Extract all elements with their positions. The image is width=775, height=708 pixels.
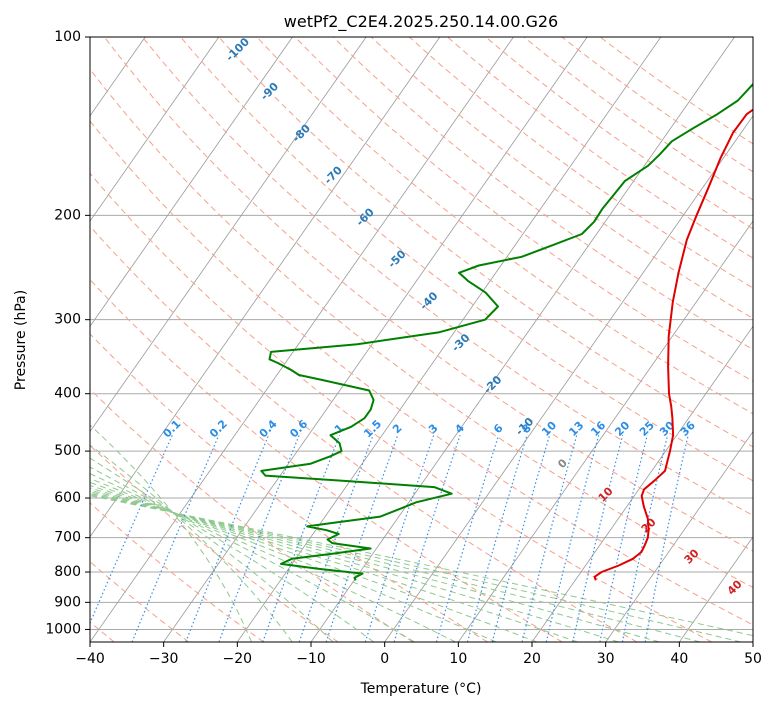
dry-adiabat-line	[561, 37, 753, 173]
isotherm-line	[90, 37, 367, 433]
x-tick-label: −40	[75, 651, 105, 667]
isotherm-line	[310, 37, 735, 642]
mixing-ratio-line	[185, 434, 270, 642]
x-tick-label: 10	[449, 651, 467, 667]
mixing-ratio-line	[644, 435, 689, 642]
mixing-ratio-line	[298, 434, 374, 642]
isotherm-line	[531, 325, 753, 642]
x-tick-label: −20	[223, 651, 253, 667]
isotherm-line	[90, 37, 514, 642]
moist-adiabat-line	[90, 424, 252, 642]
x-tick-label: 0	[380, 651, 389, 667]
dry-adiabat-line	[142, 37, 753, 517]
dry-adiabat-line	[599, 37, 753, 145]
mixing-ratio-line	[599, 435, 648, 642]
y-tick-label: 600	[54, 490, 81, 506]
dry-adiabat-line	[90, 225, 638, 642]
dry-adiabat-line	[90, 68, 753, 589]
dry-adiabat-line	[90, 502, 264, 642]
mixing-ratio-line	[364, 435, 435, 642]
x-tick-label: −10	[296, 651, 326, 667]
y-tick-label: 1000	[45, 621, 81, 637]
y-tick-label: 400	[54, 386, 81, 402]
y-tick-label: 800	[54, 564, 81, 580]
x-tick-label: 30	[597, 651, 615, 667]
dry-adiabat-line	[294, 37, 753, 382]
y-axis-title: Pressure (hPa)	[13, 290, 29, 390]
chart-title: wetPf2_C2E4.2025.250.14.00.G26	[284, 12, 558, 32]
mixing-ratio-line	[131, 434, 220, 642]
mixing-ratio-line	[90, 434, 173, 625]
mixing-ratio-line	[621, 435, 669, 642]
dry-adiabat-line	[90, 333, 488, 642]
isotherm-line	[605, 430, 753, 642]
isotherm-line	[90, 37, 220, 222]
dry-adiabat-line	[90, 278, 563, 642]
dry-adiabat-line	[180, 37, 753, 482]
isotherm-line	[679, 536, 753, 642]
y-axis-ticks: 100 200 300 400 500 600 700 800 900 1000	[45, 29, 90, 637]
moist-adiabat-line	[90, 444, 293, 642]
y-tick-label: 200	[54, 207, 81, 223]
moist-adiabat-line	[90, 495, 753, 637]
mixing-ratio-line	[572, 435, 624, 642]
dry-adiabat-line	[447, 37, 753, 259]
dewpoint-line	[260, 82, 753, 581]
y-tick-label: 700	[54, 530, 81, 546]
dry-adiabat-line	[90, 172, 712, 642]
mixing-ratio-line	[262, 434, 341, 642]
plot-frame	[89, 36, 754, 643]
isotherm-line	[237, 37, 662, 642]
x-axis-ticks: −40 −30 −20 −10 0 10 20 30 40 50	[75, 642, 762, 667]
background-lines	[90, 37, 753, 642]
dry-adiabat-line	[523, 37, 753, 201]
isotherm-line	[90, 37, 293, 327]
x-tick-label: 20	[523, 651, 541, 667]
dry-adiabat-line	[485, 37, 753, 230]
dry-adiabat-line	[90, 444, 339, 642]
x-axis-title: Temperature (°C)	[360, 681, 482, 697]
y-tick-label: 500	[54, 443, 81, 459]
y-tick-label: 900	[54, 594, 81, 610]
mixing-ratio-line	[325, 434, 399, 642]
x-tick-label: 50	[744, 651, 762, 667]
moist-adiabat-line	[90, 466, 375, 642]
dry-adiabat-line	[256, 37, 753, 415]
mixing-ratio-line	[393, 435, 461, 642]
series-lines	[260, 82, 753, 581]
y-tick-label: 300	[54, 312, 81, 328]
isotherm-line	[90, 37, 441, 538]
x-tick-label: 40	[670, 651, 688, 667]
mixing-ratio-line	[218, 434, 300, 642]
dry-adiabat-line	[104, 37, 753, 552]
x-tick-label: −30	[149, 651, 179, 667]
dry-adiabat-line	[332, 37, 753, 351]
y-tick-label: 100	[54, 29, 81, 45]
isotherm-line	[163, 37, 588, 642]
dry-adiabat-line	[90, 120, 753, 626]
temperature-line	[593, 108, 753, 581]
isotherm-line	[384, 115, 753, 642]
isotherm-line	[458, 220, 753, 642]
